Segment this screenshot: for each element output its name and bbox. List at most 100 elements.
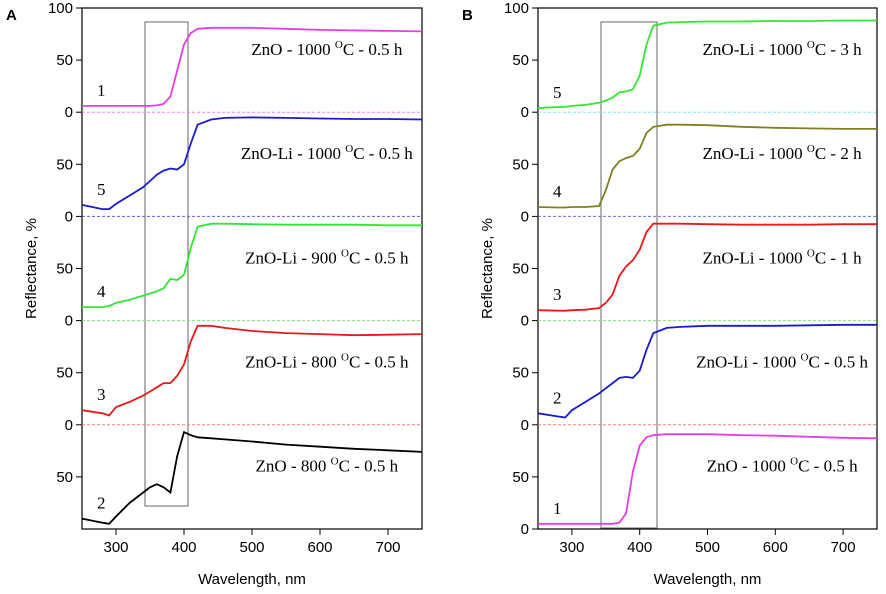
label-text: C - 0.5 h: [349, 352, 409, 371]
label-superscript: O: [807, 143, 815, 155]
label-superscript: O: [331, 456, 339, 468]
label-text: ZnO-Li - 1000: [703, 40, 807, 59]
spectrum-line: [81, 116, 423, 210]
y-tick-label: 0: [65, 208, 73, 225]
label-superscript: O: [807, 39, 815, 51]
label-text: ZnO-Li - 1000: [703, 144, 807, 163]
y-tick-label: 0: [521, 208, 529, 225]
spectrum-line: [537, 123, 877, 209]
label-superscript: O: [807, 247, 815, 259]
y-tick-label: 50: [56, 156, 73, 173]
y-tick-label: 0: [65, 313, 73, 330]
label-text: C - 0.5 h: [353, 144, 413, 163]
label-text: ZnO - 800: [256, 457, 331, 476]
y-tick-label: 0: [521, 313, 529, 330]
x-tick-label: 600: [763, 539, 788, 556]
y-tick-label: 50: [512, 261, 529, 278]
plot-frame: [81, 7, 423, 530]
highlight-box: [144, 21, 189, 507]
spectrum-line: [537, 19, 877, 109]
curve-number: 5: [97, 180, 106, 199]
x-tick-label: 300: [559, 539, 584, 556]
curve-label: ZnO - 1000 OC - 0.5 h: [707, 456, 859, 476]
y-tick-label: 50: [512, 156, 529, 173]
label-text: C - 0.5 h: [808, 352, 868, 371]
y-tick-label: 50: [56, 365, 73, 382]
curve-number: 1: [553, 499, 562, 518]
y-tick-label: 0: [65, 104, 73, 121]
curve-label: ZnO-Li - 1000 OC - 0.5 h: [241, 143, 413, 163]
y-tick-label: 50: [56, 261, 73, 278]
y-tick-label: 50: [56, 469, 73, 486]
y-tick-label: 100: [48, 0, 73, 17]
x-axis-label: Wavelength, nm: [198, 571, 306, 588]
curve-number: 4: [97, 282, 106, 301]
curve-label: ZnO - 800 OC - 0.5 h: [256, 456, 399, 476]
y-tick-label: 50: [56, 52, 73, 69]
label-text: ZnO-Li - 1000: [703, 248, 807, 267]
label-text: C - 2 h: [815, 144, 862, 163]
label-superscript: O: [335, 39, 343, 51]
x-tick-label: 500: [239, 539, 264, 556]
label-text: C - 0.5 h: [349, 248, 409, 267]
curve-number: 3: [97, 385, 106, 404]
label-text: C - 0.5 h: [798, 457, 858, 476]
spectrum-line: [537, 323, 877, 419]
label-superscript: O: [341, 247, 349, 259]
label-text: ZnO-Li - 1000: [241, 144, 345, 163]
curve-label: ZnO-Li - 900 OC - 0.5 h: [245, 247, 409, 267]
curve-number: 2: [97, 494, 106, 513]
label-superscript: O: [790, 456, 798, 468]
label-text: ZnO - 1000: [707, 457, 791, 476]
spectrum-line: [82, 222, 422, 308]
curve-number: 4: [553, 182, 562, 201]
spectrum-line: [81, 430, 423, 525]
y-tick-label: 0: [521, 417, 529, 434]
y-tick-label: 50: [512, 365, 529, 382]
curve-number: 3: [553, 285, 562, 304]
y-axis-label: Reflectance, %: [479, 218, 496, 319]
x-tick-label: 700: [831, 539, 856, 556]
curve-number: 1: [97, 81, 106, 100]
label-text: ZnO-Li - 1000: [696, 352, 800, 371]
spectrum-line: [82, 26, 423, 107]
curve-label: ZnO-Li - 1000 OC - 0.5 h: [696, 351, 868, 371]
spectrum-line: [81, 324, 423, 417]
x-tick-label: 400: [171, 539, 196, 556]
label-text: C - 1 h: [815, 248, 862, 267]
curve-label: ZnO-Li - 1000 OC - 3 h: [703, 39, 863, 59]
curve-label: ZnO-Li - 800 OC - 0.5 h: [245, 351, 409, 371]
curve-label: ZnO - 1000 OC - 0.5 h: [251, 39, 403, 59]
y-tick-label: 100: [504, 0, 529, 17]
y-tick-label: 50: [512, 469, 529, 486]
y-tick-label: 50: [512, 52, 529, 69]
label-text: C - 0.5 h: [343, 40, 403, 59]
x-tick-label: 700: [375, 539, 400, 556]
spectrum-line: [538, 433, 878, 525]
x-tick-label: 500: [695, 539, 720, 556]
x-tick-label: 600: [307, 539, 332, 556]
label-text: ZnO-Li - 900: [245, 248, 341, 267]
curve-number: 5: [553, 83, 562, 102]
x-axis-label: Wavelength, nm: [654, 571, 762, 588]
label-superscript: O: [341, 351, 349, 363]
spectrum-line: [537, 222, 877, 312]
curve-label: ZnO-Li - 1000 OC - 1 h: [703, 247, 863, 267]
x-tick-label: 300: [103, 539, 128, 556]
panel-letter: B: [462, 7, 473, 24]
y-tick-label: 0: [521, 104, 529, 121]
y-axis-label: Reflectance, %: [23, 218, 40, 319]
label-text: ZnO - 1000: [251, 40, 335, 59]
curve-label: ZnO-Li - 1000 OC - 2 h: [703, 143, 863, 163]
label-superscript: O: [801, 351, 809, 363]
x-tick-label: 400: [627, 539, 652, 556]
y-tick-label: 0: [65, 417, 73, 434]
curve-number: 2: [553, 388, 562, 407]
y-tick-label: 0: [521, 521, 529, 538]
plot-frame: [537, 7, 878, 530]
label-text: ZnO-Li - 800: [245, 352, 341, 371]
label-text: C - 0.5 h: [339, 457, 399, 476]
label-text: C - 3 h: [815, 40, 862, 59]
panel-letter: A: [6, 7, 17, 24]
